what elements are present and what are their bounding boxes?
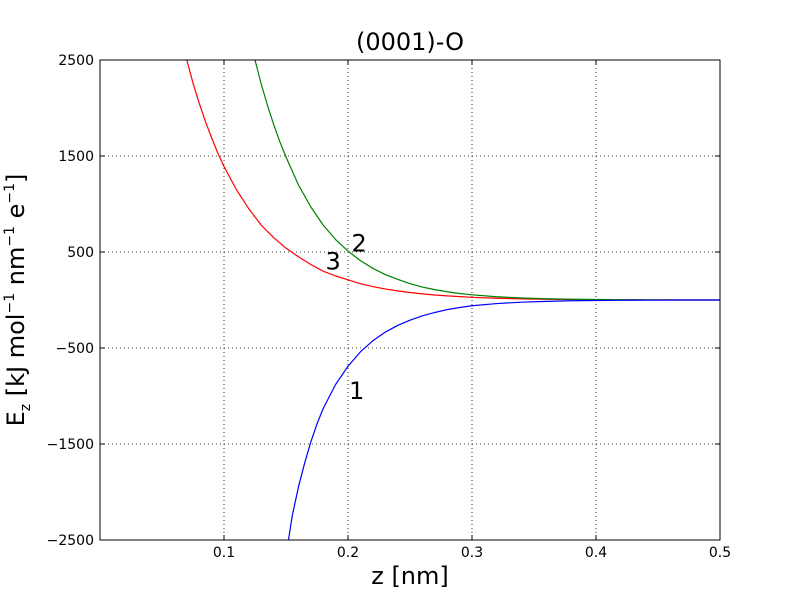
y-axis-title-part-c: e	[2, 204, 30, 226]
y-tick-label: 2500	[58, 53, 94, 69]
curve-label-3: 3	[325, 248, 340, 276]
y-axis-title-part-b: nm	[2, 247, 30, 293]
grid	[100, 60, 720, 540]
x-tick-label: 0.5	[709, 545, 731, 561]
y-tick-label: −1500	[47, 437, 94, 453]
y-axis-title-sup-2: −1	[2, 226, 18, 247]
annotations: 1 23	[325, 229, 366, 405]
series-line-green	[254, 60, 720, 301]
ticks: 0.1 0.2 0.3 0.4 0.5 −2500 −1500 −500 500 1500 2500	[47, 53, 731, 561]
y-tick-label: 500	[67, 245, 94, 261]
x-tick-label: 0.4	[585, 545, 607, 561]
y-tick-label: 1500	[58, 149, 94, 165]
y-tick-label: −500	[56, 341, 94, 357]
x-axis-title: z [nm]	[371, 562, 449, 590]
y-axis-title-main: E	[2, 411, 30, 426]
x-tick-label: 0.1	[213, 545, 235, 561]
curve-label-1: 1	[349, 377, 364, 405]
series-line-blue	[287, 299, 720, 540]
x-tick-label: 0.2	[337, 545, 359, 561]
y-axis-title-sub: z	[18, 404, 34, 411]
plot-frame	[99, 59, 721, 541]
y-axis-title: Ez [kJ mol−1 nm−1 e−1]	[2, 174, 34, 427]
y-axis-title-part-a: [kJ mol	[2, 314, 30, 404]
chart-title: (0001)-O	[356, 28, 464, 56]
y-axis-title-sup-3: −1	[2, 183, 18, 204]
series-layer	[186, 60, 720, 540]
y-axis-title-part-d: ]	[2, 174, 30, 183]
curve-label-2: 2	[352, 229, 367, 257]
y-tick-label: −2500	[47, 533, 94, 549]
x-tick-label: 0.3	[461, 545, 483, 561]
y-axis-title-sup-1: −1	[2, 293, 18, 314]
